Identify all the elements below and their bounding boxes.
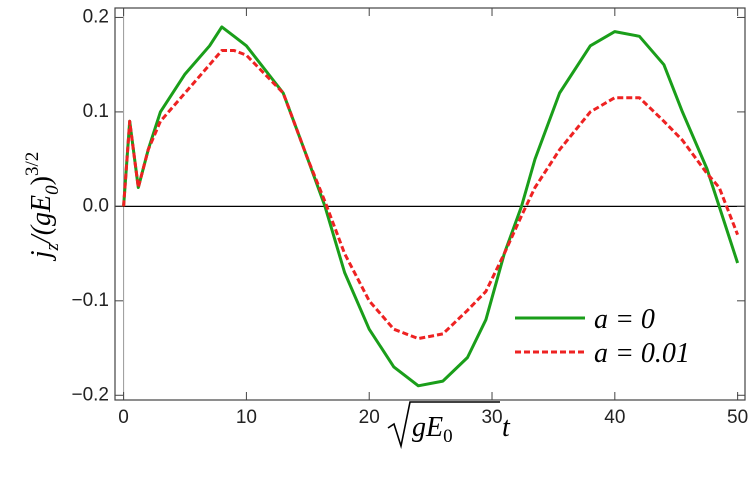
- x-tick-label: 10: [236, 407, 257, 428]
- y-tick-label: 0.2: [83, 6, 109, 27]
- sqrt-sign: [387, 401, 500, 450]
- x-tick-label: 20: [359, 407, 380, 428]
- y-axis-label: jz/(gE0)3/2: [22, 152, 63, 262]
- x-axis-label: gE0 t: [412, 412, 511, 447]
- legend-label: a = 0.01: [594, 338, 690, 369]
- x-label-part: t: [502, 412, 511, 443]
- y-label-part: 3/2: [22, 152, 43, 176]
- x-tick-label: 40: [604, 407, 625, 428]
- x-tick-label: 30: [481, 407, 502, 428]
- legend-label: a = 0: [594, 304, 655, 335]
- plot-frame: [114, 7, 746, 401]
- y-tick-label: −0.1: [71, 290, 109, 311]
- y-label-part: /(gE: [26, 195, 57, 245]
- y-tick-label: 0.1: [83, 101, 109, 122]
- y-tick-label: 0.0: [83, 195, 109, 216]
- x-tick-label: 0: [118, 407, 129, 428]
- x-label-part: gE: [412, 412, 443, 443]
- series-line: [122, 25, 740, 388]
- y-label-part: j: [26, 250, 57, 261]
- y-label-part: ): [26, 176, 57, 185]
- y-label-part: 0: [42, 185, 63, 195]
- y-label-part: z: [42, 242, 63, 251]
- x-tick-label: 50: [727, 407, 748, 428]
- y-tick-label: −0.2: [71, 384, 109, 405]
- x-label-part: 0: [443, 426, 453, 447]
- series-line: [122, 49, 739, 341]
